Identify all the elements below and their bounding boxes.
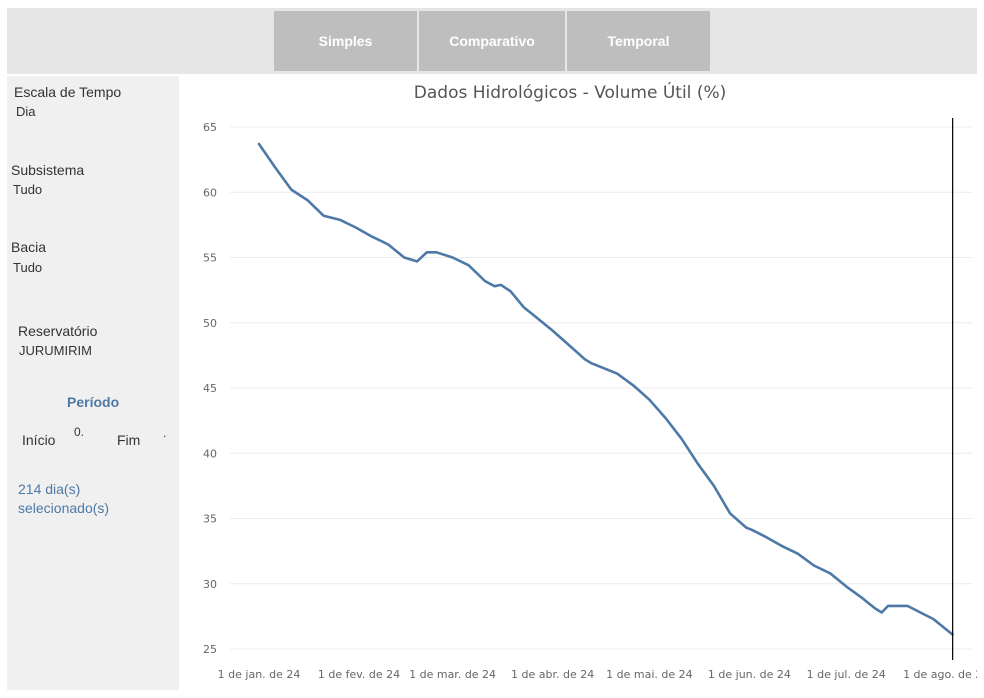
chart-title: Dados Hidrológicos - Volume Útil (%): [413, 83, 727, 103]
x-tick-label: 1 de jan. de 24: [218, 668, 301, 681]
chart-panel: Dados Hidrológicos - Volume Útil (%) 25 3…: [180, 76, 977, 690]
y-tick-label: 45: [203, 382, 217, 395]
periodo-title: Período: [67, 394, 120, 410]
subsistema-label: Subsistema: [11, 162, 85, 178]
x-axis: 1 de jan. de 24 1 de fev. de 24 1 de mar. …: [218, 668, 977, 681]
x-tick-label: 1 de abr. de 24: [511, 668, 594, 681]
inicio-label: Início: [22, 432, 56, 448]
y-tick-label: 50: [203, 317, 217, 330]
filter-sidebar: Escala de Tempo Dia Subsistema Tudo Baci…: [7, 76, 179, 690]
y-tick-label: 35: [203, 513, 217, 526]
volume-util-line-chart: 25 30 35 40 45 50 55 60 65 1 de jan. de 24 1 de f…: [203, 118, 977, 681]
x-tick-label: 1 de ago. de 24: [903, 668, 977, 681]
escala-de-tempo-label: Escala de Tempo: [14, 84, 122, 100]
bacia-filter[interactable]: Tudo: [13, 260, 43, 275]
series-line: [257, 142, 954, 636]
y-tick-label: 25: [203, 643, 217, 656]
x-tick-label: 1 de jun. de 24: [708, 668, 791, 681]
subsistema-filter[interactable]: Tudo: [13, 182, 43, 197]
fim-date-input[interactable]: .: [163, 426, 167, 440]
selected-days-line1: 214 dia(s): [18, 481, 81, 497]
y-tick-label: 40: [203, 447, 217, 460]
x-tick-label: 1 de mai. de 24: [606, 668, 693, 681]
bacia-label: Bacia: [11, 239, 47, 255]
selected-days-count: 214 dia(s) selecionado(s): [18, 480, 109, 518]
x-tick-label: 1 de mar. de 24: [409, 668, 496, 681]
x-tick-label: 1 de fev. de 24: [318, 668, 400, 681]
reservatorio-filter[interactable]: JURUMIRIM: [19, 343, 92, 358]
gridlines: [230, 126, 972, 650]
series-layer: [257, 142, 954, 636]
reservatorio-label: Reservatório: [18, 323, 98, 339]
fim-label: Fim: [117, 432, 141, 448]
selected-days-line2: selecionado(s): [18, 500, 110, 516]
y-tick-label: 30: [203, 578, 217, 591]
y-tick-label: 65: [203, 121, 217, 134]
tab-temporal[interactable]: Temporal: [567, 11, 710, 71]
y-tick-label: 60: [203, 186, 217, 199]
tab-comparativo[interactable]: Comparativo: [419, 11, 565, 71]
tab-simples[interactable]: Simples: [274, 11, 417, 71]
x-tick-label: 1 de jul. de 24: [807, 668, 886, 681]
y-tick-label: 55: [203, 252, 217, 265]
escala-de-tempo-filter[interactable]: Dia: [16, 104, 36, 119]
y-axis: 25 30 35 40 45 50 55 60 65: [203, 121, 217, 656]
top-navigation-bar: Simples Comparativo Temporal: [7, 8, 977, 74]
inicio-date-input[interactable]: 0.: [74, 425, 85, 439]
